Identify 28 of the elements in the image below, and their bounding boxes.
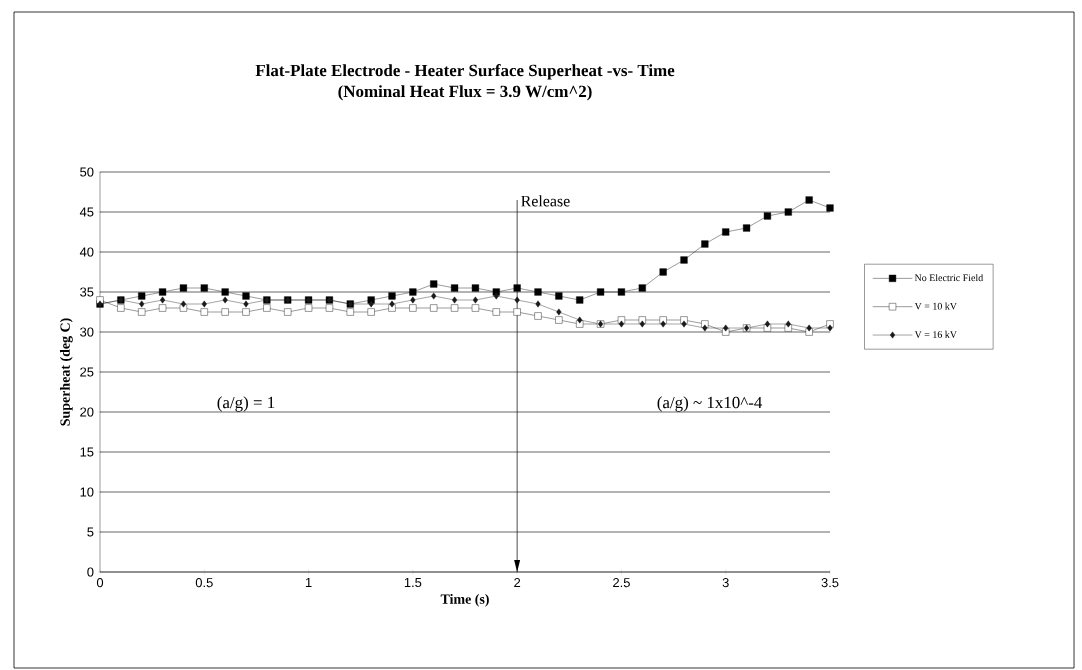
y-tick-label: 10 [80, 487, 94, 497]
y-tick-label: 45 [79, 207, 94, 217]
y-tick-label: 30 [80, 327, 94, 337]
x-tick-label: 0.5 [195, 578, 213, 588]
y-tick-label: 50 [80, 167, 94, 177]
legend-label: No Electric Field [914, 274, 984, 282]
x-tick-label: 1 [305, 578, 312, 587]
y-tick-label: 0 [87, 567, 94, 577]
x-tick-label: 2 [514, 578, 521, 588]
x-tick-label: 3 [722, 578, 729, 588]
y-tick-label: 20 [80, 407, 94, 417]
annotation: (a/g) ~ 1x10^-4 [657, 396, 763, 412]
legend-label: V = 16 kV [914, 330, 957, 338]
x-tick-label: 1.5 [404, 578, 422, 588]
y-tick-label: 35 [80, 287, 94, 297]
x-tick-label: 3.5 [821, 578, 839, 588]
x-tick-label: 2.5 [613, 578, 630, 588]
y-tick-label: 5 [87, 527, 94, 537]
y-axis-title: Superheat (deg C) [59, 318, 73, 426]
y-tick-label: 25 [80, 367, 94, 377]
legend-label: V = 10 kV [914, 302, 957, 310]
chart-title: Flat-Plate Electrode - Heater Surface Superheat -vs- Time (Nominal Heat Flux = 3.9 W/cm^2) [255, 64, 675, 101]
y-tick-label: 15 [80, 447, 94, 457]
x-axis-title: Time (s) [440, 594, 489, 607]
annotation: (a/g) = 1 [217, 396, 275, 412]
x-tick-label: 0 [96, 578, 104, 588]
y-tick-label: 40 [79, 247, 94, 257]
ref-line-label: Release [521, 195, 570, 207]
